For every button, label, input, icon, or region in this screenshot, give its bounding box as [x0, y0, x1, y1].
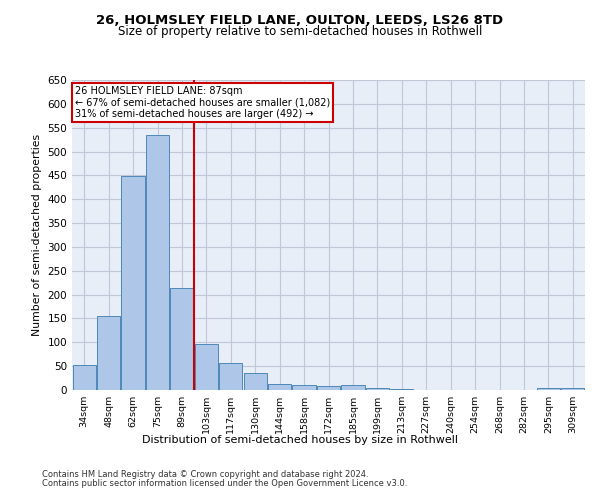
Text: Contains public sector information licensed under the Open Government Licence v3: Contains public sector information licen… — [42, 479, 407, 488]
Bar — [268, 384, 291, 390]
Bar — [341, 385, 365, 390]
Bar — [219, 363, 242, 390]
Bar — [537, 388, 560, 390]
Bar — [73, 365, 96, 390]
Bar — [244, 374, 267, 390]
Bar — [97, 316, 120, 390]
Bar — [317, 386, 340, 390]
Text: 26 HOLMSLEY FIELD LANE: 87sqm
← 67% of semi-detached houses are smaller (1,082)
: 26 HOLMSLEY FIELD LANE: 87sqm ← 67% of s… — [74, 86, 330, 120]
Bar — [292, 385, 316, 390]
Text: Distribution of semi-detached houses by size in Rothwell: Distribution of semi-detached houses by … — [142, 435, 458, 445]
Text: Contains HM Land Registry data © Crown copyright and database right 2024.: Contains HM Land Registry data © Crown c… — [42, 470, 368, 479]
Bar — [146, 135, 169, 390]
Text: Size of property relative to semi-detached houses in Rothwell: Size of property relative to semi-detach… — [118, 25, 482, 38]
Y-axis label: Number of semi-detached properties: Number of semi-detached properties — [32, 134, 42, 336]
Text: 26, HOLMSLEY FIELD LANE, OULTON, LEEDS, LS26 8TD: 26, HOLMSLEY FIELD LANE, OULTON, LEEDS, … — [97, 14, 503, 27]
Bar — [366, 388, 389, 390]
Bar — [195, 344, 218, 390]
Bar — [170, 288, 194, 390]
Bar — [390, 388, 413, 390]
Bar — [121, 176, 145, 390]
Bar — [561, 388, 584, 390]
